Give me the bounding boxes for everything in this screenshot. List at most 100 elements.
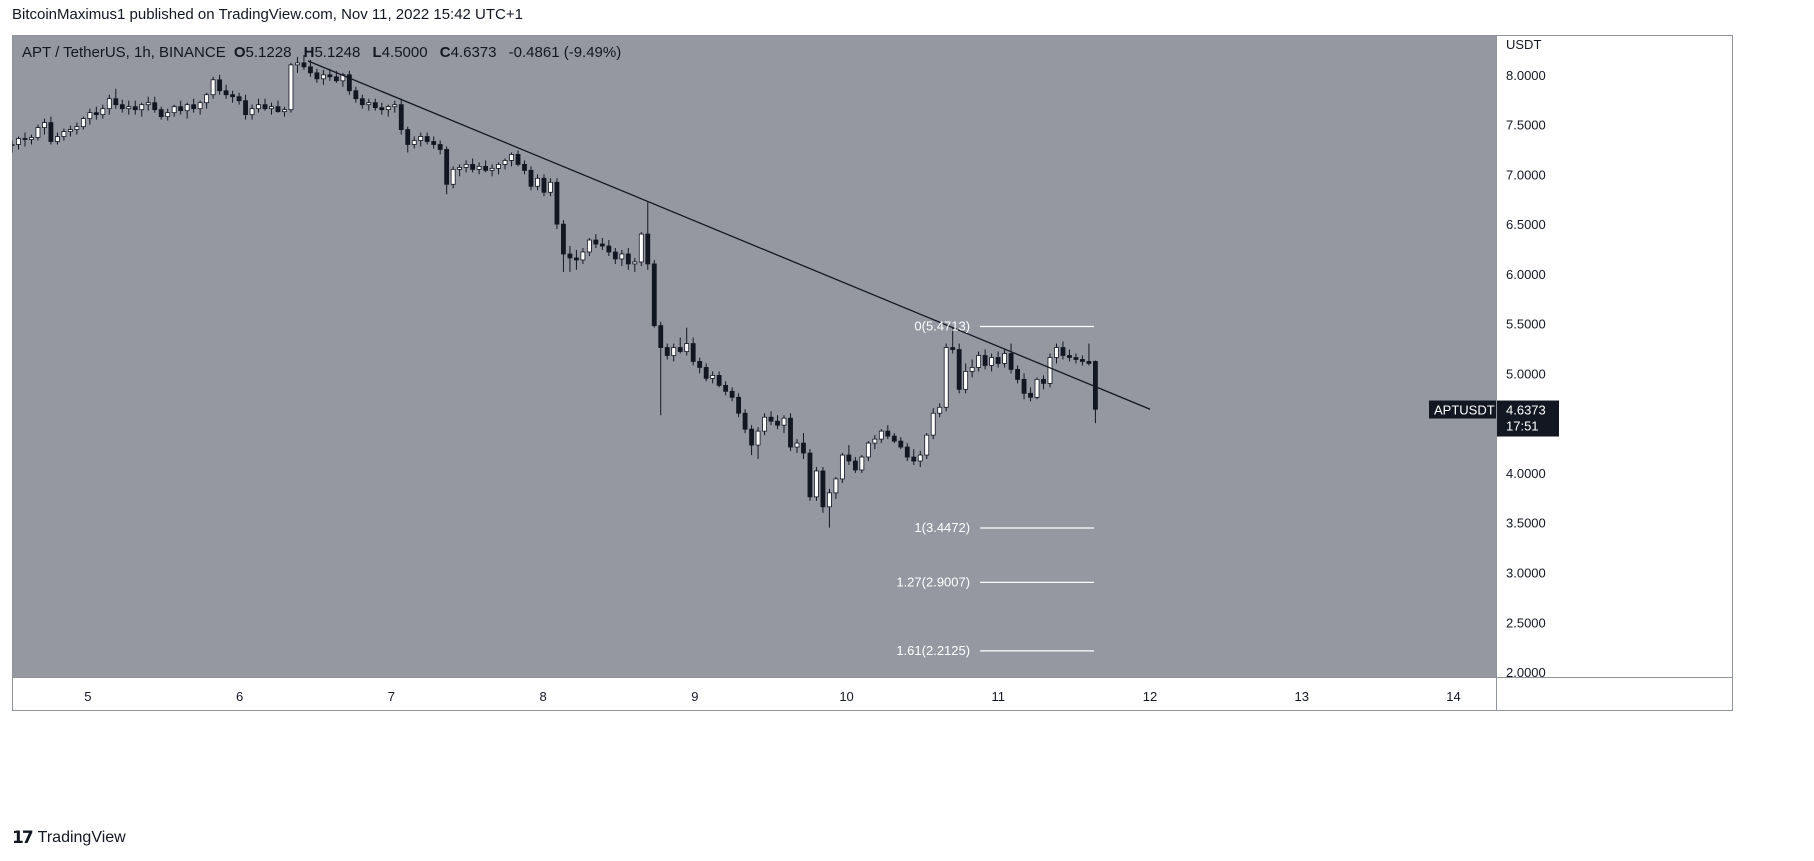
candle (282, 106, 287, 117)
candle-body (483, 165, 488, 171)
candle-body (353, 90, 359, 100)
candle (74, 122, 80, 135)
candle (820, 466, 826, 513)
candle (204, 92, 210, 109)
candle-body (1054, 347, 1059, 358)
candle-body (184, 104, 190, 112)
candle (275, 100, 281, 113)
candle (1086, 343, 1092, 366)
candle (243, 94, 248, 120)
candle (483, 160, 488, 173)
candle (684, 327, 690, 356)
candle-body (444, 149, 450, 185)
candle-body (476, 165, 482, 170)
candle (599, 238, 605, 250)
candle-body (22, 138, 28, 140)
price-tick-label: 2.0000 (1506, 665, 1546, 680)
candle-body (833, 478, 839, 494)
candle (113, 88, 119, 109)
candle (943, 343, 949, 412)
candle-body (269, 106, 274, 110)
candle-body (320, 74, 326, 80)
tradingview-brand: TradingView (37, 829, 126, 846)
candle (502, 158, 508, 170)
candle-body (308, 66, 313, 74)
candle (126, 100, 132, 115)
candle (197, 100, 203, 115)
candle-body (522, 163, 527, 171)
time-tick-label: 8 (539, 689, 546, 704)
chart-area[interactable]: USDT 8.0000 7.5000 7.0000 6.5000 6.0000 5.5000… (12, 35, 1733, 815)
candle (645, 202, 651, 270)
candle (457, 164, 463, 177)
candle-body (145, 102, 151, 106)
candle-body (755, 430, 761, 446)
candle-body (788, 417, 793, 448)
candle-body (924, 434, 930, 456)
candle (632, 257, 638, 272)
price-tick-label: 8.0000 (1506, 68, 1546, 83)
candle-body (995, 357, 1001, 364)
candle-body (917, 454, 923, 462)
candle-body (366, 102, 372, 106)
candle-body (645, 233, 651, 265)
candle (671, 343, 677, 362)
candle-body (878, 430, 884, 440)
candle-body (898, 440, 904, 448)
symbol-label[interactable]: APT / TetherUS, 1h, BINANCE (22, 44, 226, 61)
candle (217, 74, 223, 95)
candle-body (1021, 378, 1027, 394)
candle-body (93, 112, 99, 116)
fib-level-label: 1(3.4472) (914, 520, 970, 535)
candle (801, 433, 806, 460)
candle-body (282, 109, 287, 113)
candle-body (664, 347, 670, 356)
candle-body (55, 136, 60, 142)
candle-body (431, 141, 437, 145)
candle-body (982, 355, 988, 366)
candle (982, 349, 988, 370)
candle-body (243, 100, 248, 116)
candle (411, 136, 417, 149)
candle (314, 68, 320, 83)
candle (405, 126, 411, 153)
candle (1041, 375, 1046, 390)
candle-body (1086, 361, 1092, 364)
candle (1060, 341, 1066, 360)
fib-level-label: 0(5.4713) (914, 319, 970, 334)
candle-body (61, 131, 67, 137)
candle (807, 449, 813, 501)
publisher-line: BitcoinMaximus1 published on TradingView… (12, 6, 523, 23)
candle (924, 433, 930, 460)
candle (697, 357, 703, 374)
candle-body (651, 263, 657, 327)
candle-body (723, 384, 729, 392)
candle-body (1015, 369, 1020, 380)
candle (859, 455, 865, 473)
candle (450, 166, 456, 189)
candle (580, 248, 586, 264)
candle (1021, 373, 1027, 400)
candle-body (1034, 378, 1040, 398)
candle-body (859, 456, 865, 471)
candle (158, 106, 164, 120)
candle (703, 363, 709, 382)
candlestick-chart[interactable]: USDT 8.0000 7.5000 7.0000 6.5000 6.0000 5.5000… (12, 35, 1733, 815)
candle (788, 413, 793, 452)
price-tick-label: 6.5000 (1506, 217, 1546, 232)
time-tick-label: 14 (1446, 689, 1460, 704)
candle (891, 433, 897, 444)
candle (171, 104, 177, 117)
candle (35, 124, 41, 141)
candle-body (554, 181, 560, 225)
candle (379, 102, 385, 115)
candle-body (781, 417, 787, 426)
candle (1008, 343, 1014, 374)
candle (898, 437, 904, 450)
candle (119, 99, 125, 113)
candle (16, 136, 21, 150)
price-tag-background (1497, 400, 1559, 437)
candle-body (470, 163, 476, 170)
candle (262, 98, 268, 111)
candle (236, 92, 242, 105)
